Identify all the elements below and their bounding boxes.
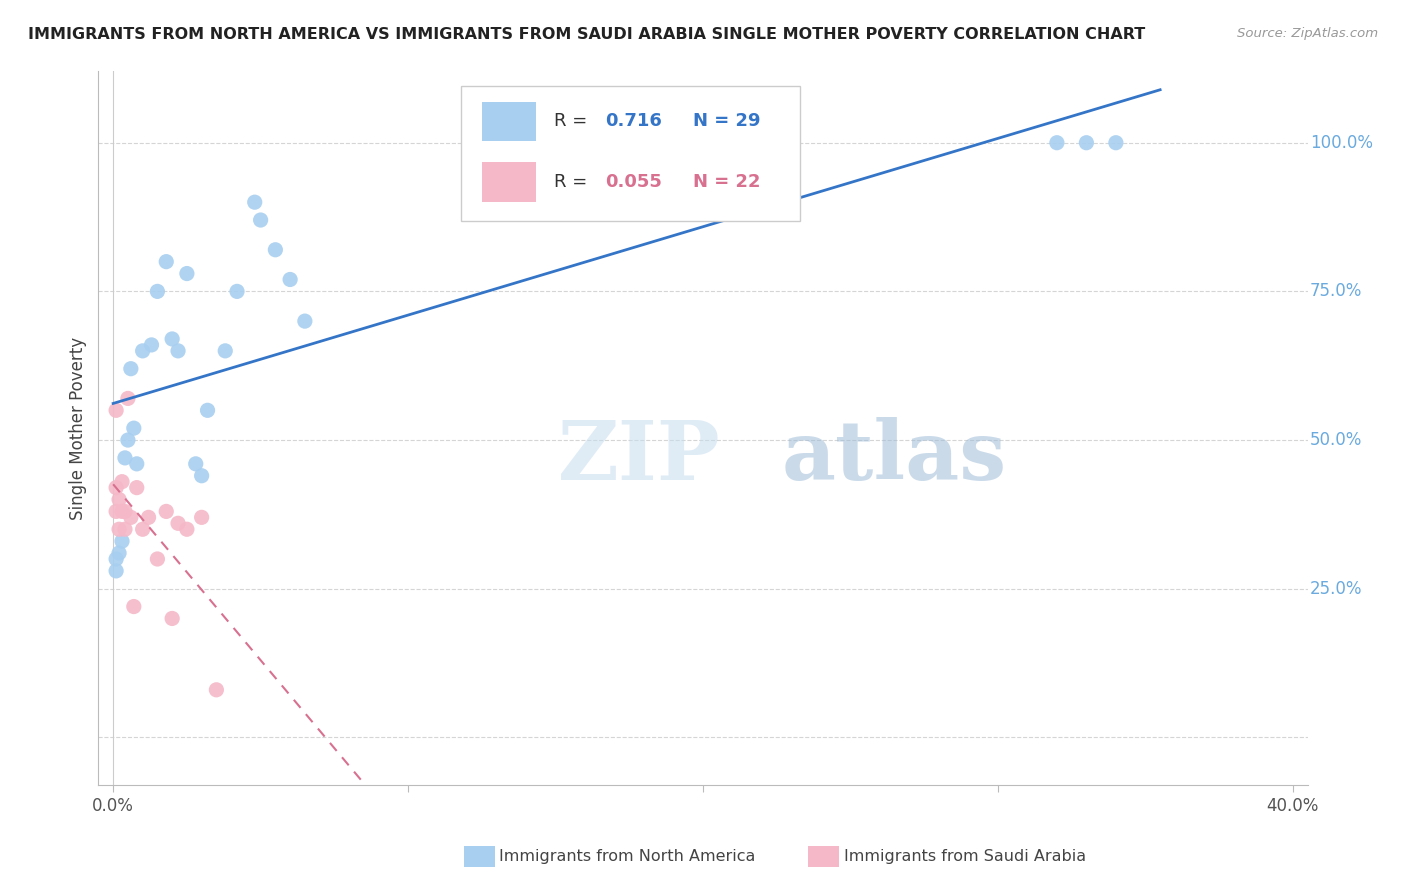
Point: [249, 213, 271, 227]
Point: [122, 599, 145, 614]
Point: [114, 450, 136, 465]
Point: [184, 457, 207, 471]
Point: [197, 403, 219, 417]
Text: Immigrants from Saudi Arabia: Immigrants from Saudi Arabia: [844, 849, 1085, 863]
Point: [1046, 136, 1069, 150]
Point: [111, 475, 134, 489]
Text: 25.0%: 25.0%: [1310, 580, 1362, 598]
Point: [205, 682, 228, 697]
Point: [105, 564, 128, 578]
Point: [294, 314, 316, 328]
Point: [111, 504, 134, 518]
Point: [167, 343, 190, 358]
Text: 75.0%: 75.0%: [1310, 283, 1362, 301]
Point: [114, 522, 136, 536]
Point: [141, 338, 163, 352]
Point: [138, 510, 160, 524]
Point: [160, 332, 183, 346]
Point: [131, 522, 153, 536]
Point: [243, 195, 266, 210]
Point: [105, 481, 128, 495]
Point: [108, 522, 131, 536]
Point: [105, 504, 128, 518]
Bar: [482, 162, 536, 202]
Point: [155, 504, 177, 518]
Point: [108, 546, 131, 560]
Point: [120, 361, 142, 376]
Text: 50.0%: 50.0%: [1310, 431, 1362, 449]
Text: IMMIGRANTS FROM NORTH AMERICA VS IMMIGRANTS FROM SAUDI ARABIA SINGLE MOTHER POVE: IMMIGRANTS FROM NORTH AMERICA VS IMMIGRA…: [28, 27, 1146, 42]
Point: [111, 534, 134, 549]
Point: [1105, 136, 1128, 150]
Bar: [482, 102, 536, 141]
Point: [117, 433, 139, 447]
Text: atlas: atlas: [782, 417, 1007, 497]
Point: [131, 343, 153, 358]
FancyBboxPatch shape: [461, 86, 800, 221]
Point: [114, 504, 136, 518]
Point: [160, 611, 183, 625]
Point: [105, 403, 128, 417]
Point: [190, 468, 212, 483]
Text: R =: R =: [554, 173, 593, 191]
Point: [155, 254, 177, 268]
Point: [108, 492, 131, 507]
Point: [117, 392, 139, 406]
Point: [125, 457, 148, 471]
Text: N = 22: N = 22: [693, 173, 761, 191]
Point: [146, 552, 169, 566]
Text: ZIP: ZIP: [558, 417, 720, 497]
Point: [120, 510, 142, 524]
Y-axis label: Single Mother Poverty: Single Mother Poverty: [69, 336, 87, 520]
Text: 100.0%: 100.0%: [1310, 134, 1374, 152]
Point: [176, 522, 198, 536]
Point: [125, 481, 148, 495]
Point: [214, 343, 236, 358]
Point: [146, 285, 169, 299]
Text: R =: R =: [554, 112, 593, 130]
Point: [1076, 136, 1098, 150]
Point: [190, 510, 212, 524]
Point: [264, 243, 287, 257]
Point: [167, 516, 190, 531]
Point: [226, 285, 249, 299]
Point: [122, 421, 145, 435]
Point: [278, 272, 301, 286]
Point: [105, 552, 128, 566]
Text: N = 29: N = 29: [693, 112, 761, 130]
Text: 0.716: 0.716: [605, 112, 662, 130]
Text: Source: ZipAtlas.com: Source: ZipAtlas.com: [1237, 27, 1378, 40]
Text: Immigrants from North America: Immigrants from North America: [499, 849, 755, 863]
Text: 0.055: 0.055: [605, 173, 662, 191]
Point: [176, 267, 198, 281]
